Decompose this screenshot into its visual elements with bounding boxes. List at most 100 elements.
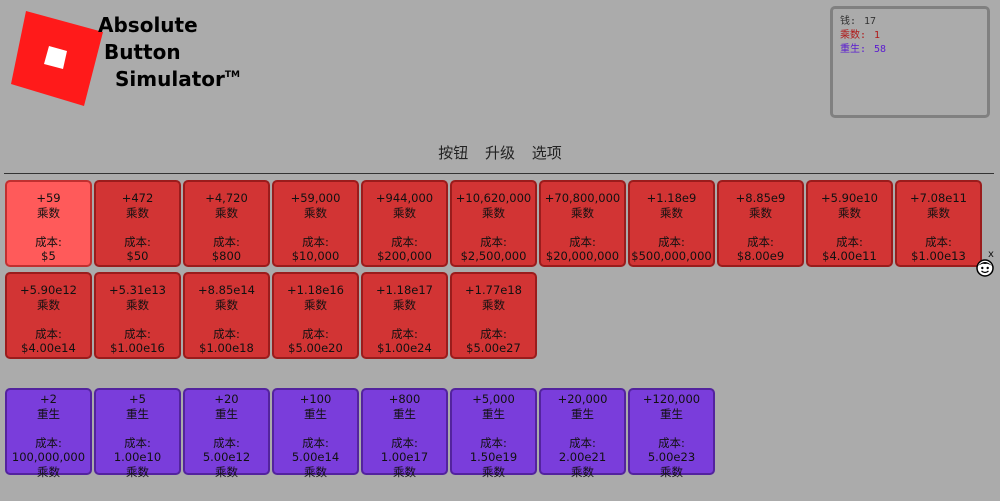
button-gain: +800 (388, 392, 421, 406)
rebirth-button[interactable]: +20 重生 成本: 5.00e12 乘数 (183, 388, 270, 479)
button-cost: 5.00e12 (202, 450, 251, 464)
button-type: 乘数 (126, 297, 149, 312)
tab-options[interactable]: 选项 (531, 144, 562, 162)
multiplier-button[interactable]: +1.77e18 乘数 成本: $5.00e27 (450, 272, 537, 359)
tab-upgrades[interactable]: 升级 (484, 144, 515, 162)
button-type: 重生 (482, 406, 505, 421)
button-gain: +5.31e13 (109, 283, 166, 297)
stat-value: 58 (874, 44, 887, 55)
button-type: 乘数 (482, 205, 505, 220)
button-spacer (541, 220, 624, 235)
button-cost-unit: 乘数 (482, 464, 505, 479)
button-cost: 1.00e17 (380, 450, 429, 464)
button-cost-label: 成本: (213, 234, 240, 249)
button-gain: +120,000 (642, 392, 701, 406)
button-cost: $20,000,000 (545, 249, 620, 263)
rebirth-button[interactable]: +100 重生 成本: 5.00e14 乘数 (272, 388, 359, 479)
button-gain: +59 (36, 191, 61, 205)
multiplier-button[interactable]: +1.18e16 乘数 成本: $5.00e20 (272, 272, 359, 359)
stat-label: 重生: (840, 44, 867, 55)
close-icon[interactable]: x (988, 249, 994, 260)
button-cost: $1.00e18 (199, 341, 254, 355)
button-cost: $1.00e16 (110, 341, 165, 355)
button-cost: $1.00e24 (377, 341, 432, 355)
multiplier-button[interactable]: +8.85e14 乘数 成本: $1.00e18 (183, 272, 270, 359)
button-gain: +1.77e18 (465, 283, 522, 297)
button-cost-label: 成本: (302, 326, 329, 341)
multiplier-button[interactable]: +4,720 乘数 成本: $800 (183, 180, 270, 267)
button-cost-label: 成本: (658, 435, 685, 450)
button-gain: +944,000 (375, 191, 434, 205)
game-logo: Absolute Button SimulatorTM (8, 8, 240, 108)
button-gain: +472 (121, 191, 154, 205)
button-cost: $200,000 (377, 249, 432, 263)
face-icon[interactable] (976, 259, 994, 277)
button-cost-unit: 乘数 (37, 464, 60, 479)
button-type: 乘数 (126, 205, 149, 220)
multiplier-button[interactable]: +59,000 乘数 成本: $10,000 (272, 180, 359, 267)
button-type: 乘数 (215, 205, 238, 220)
button-cost-label: 成本: (124, 435, 151, 450)
button-spacer (185, 421, 268, 436)
button-cost: 100,000,000 (11, 450, 86, 464)
button-gain: +70,800,000 (544, 191, 621, 205)
multiplier-button[interactable]: +1.18e9 乘数 成本: $500,000,000 (628, 180, 715, 267)
button-gain: +10,620,000 (455, 191, 532, 205)
trademark: TM (224, 70, 240, 80)
multiplier-button[interactable]: +59 乘数 成本: $5 (5, 180, 92, 267)
button-cost-label: 成本: (302, 435, 329, 450)
button-cost: $2,500,000 (460, 249, 527, 263)
button-cost: 1.00e10 (113, 450, 162, 464)
rebirth-button[interactable]: +20,000 重生 成本: 2.00e21 乘数 (539, 388, 626, 479)
button-type: 乘数 (304, 297, 327, 312)
button-cost: $50 (126, 249, 149, 263)
rebirth-button[interactable]: +2 重生 成本: 100,000,000 乘数 (5, 388, 92, 479)
button-spacer (541, 421, 624, 436)
rebirth-button[interactable]: +5,000 重生 成本: 1.50e19 乘数 (450, 388, 537, 479)
button-cost-label: 成本: (658, 234, 685, 249)
button-type: 重生 (304, 406, 327, 421)
button-spacer (96, 220, 179, 235)
button-cost-label: 成本: (213, 435, 240, 450)
button-cost-label: 成本: (302, 234, 329, 249)
multiplier-button[interactable]: +7.08e11 乘数 成本: $1.00e13 (895, 180, 982, 267)
multiplier-button[interactable]: +8.85e9 乘数 成本: $8.00e9 (717, 180, 804, 267)
button-spacer (452, 312, 535, 327)
rebirth-button[interactable]: +800 重生 成本: 1.00e17 乘数 (361, 388, 448, 479)
button-cost-label: 成本: (35, 234, 62, 249)
button-cost-label: 成本: (480, 435, 507, 450)
button-cost-unit: 乘数 (215, 464, 238, 479)
button-gain: +7.08e11 (910, 191, 967, 205)
rebirth-button[interactable]: +5 重生 成本: 1.00e10 乘数 (94, 388, 181, 479)
logo-line-2: Button (104, 40, 181, 64)
button-type: 乘数 (304, 205, 327, 220)
button-spacer (7, 220, 90, 235)
button-cost-unit: 乘数 (126, 464, 149, 479)
button-spacer (363, 312, 446, 327)
button-spacer (363, 421, 446, 436)
multiplier-button[interactable]: +5.90e10 乘数 成本: $4.00e11 (806, 180, 893, 267)
button-gain: +1.18e17 (376, 283, 433, 297)
stat-row: 重生: 58 (840, 43, 980, 57)
button-cost-label: 成本: (569, 234, 596, 249)
multiplier-button[interactable]: +5.31e13 乘数 成本: $1.00e16 (94, 272, 181, 359)
multiplier-button[interactable]: +5.90e12 乘数 成本: $4.00e14 (5, 272, 92, 359)
button-type: 乘数 (660, 205, 683, 220)
button-gain: +2 (40, 392, 57, 406)
button-cost-label: 成本: (35, 435, 62, 450)
logo-line-1: Absolute (98, 13, 198, 37)
multiplier-button[interactable]: +472 乘数 成本: $50 (94, 180, 181, 267)
button-spacer (96, 312, 179, 327)
button-cost: $8.00e9 (736, 249, 785, 263)
button-type: 重生 (571, 406, 594, 421)
tab-buttons[interactable]: 按钮 (438, 144, 469, 162)
multiplier-button[interactable]: +10,620,000 乘数 成本: $2,500,000 (450, 180, 537, 267)
multiplier-button[interactable]: +1.18e17 乘数 成本: $1.00e24 (361, 272, 448, 359)
multiplier-button[interactable]: +944,000 乘数 成本: $200,000 (361, 180, 448, 267)
button-cost: 2.00e21 (558, 450, 607, 464)
rebirth-button[interactable]: +120,000 重生 成本: 5.00e23 乘数 (628, 388, 715, 479)
multiplier-button[interactable]: +70,800,000 乘数 成本: $20,000,000 (539, 180, 626, 267)
button-spacer (630, 220, 713, 235)
button-cost-label: 成本: (836, 234, 863, 249)
button-cost-label: 成本: (391, 234, 418, 249)
